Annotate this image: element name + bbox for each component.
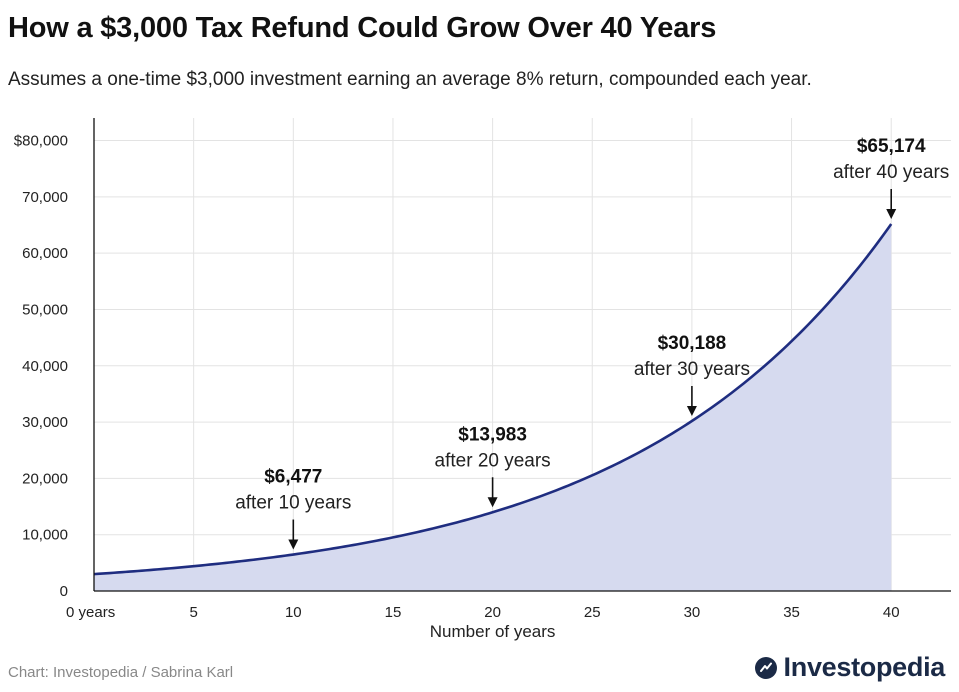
y-tick-label: 60,000 <box>22 245 68 262</box>
investopedia-logo-icon <box>754 656 777 679</box>
chart-subtitle: Assumes a one-time $3,000 investment ear… <box>8 69 812 90</box>
brand-name: Investopedia <box>783 652 946 682</box>
y-tick-label: 0 <box>60 583 68 600</box>
annotation-value: $6,477 <box>264 467 322 488</box>
y-tick-label: 30,000 <box>22 414 68 431</box>
x-tick-label: 15 <box>385 604 402 621</box>
annotation-label: after 10 years <box>235 493 351 514</box>
y-tick-label: 40,000 <box>22 358 68 375</box>
area-fill <box>94 224 892 591</box>
growth-line <box>93 223 893 576</box>
x-tick-label: 0 years <box>66 604 115 621</box>
brand-logo: Investopedia <box>754 652 945 683</box>
y-tick-label: $80,000 <box>14 133 68 150</box>
annotation-arrow-head <box>686 406 697 417</box>
annotation-value: $13,983 <box>458 424 527 445</box>
annotation-arrow-head <box>288 539 299 550</box>
x-tick-label: 40 <box>883 604 900 621</box>
x-tick-label: 20 <box>484 604 501 621</box>
y-tick-label: 10,000 <box>22 527 68 544</box>
x-tick-label: 35 <box>783 604 800 621</box>
chart-title: How a $3,000 Tax Refund Could Grow Over … <box>8 12 717 44</box>
y-tick-label: 20,000 <box>22 470 68 487</box>
x-tick-label: 5 <box>189 604 197 621</box>
annotation-arrow-head <box>886 209 897 220</box>
annotation-value: $30,188 <box>658 333 727 354</box>
chart-credit: Chart: Investopedia / Sabrina Karl <box>8 664 234 681</box>
y-tick-label: 50,000 <box>22 301 68 318</box>
y-tick-label: 70,000 <box>22 189 68 206</box>
x-tick-label: 10 <box>285 604 302 621</box>
x-axis-title: Number of years <box>430 622 556 641</box>
x-tick-label: 30 <box>684 604 701 621</box>
annotation-label: after 30 years <box>634 359 750 380</box>
growth-area-chart: 0 10,000 20,000 30,000 40,000 50,000 60,000 70,… <box>14 118 951 641</box>
annotation-label: after 20 years <box>435 450 551 471</box>
annotation-value: $65,174 <box>857 136 926 157</box>
annotation-label: after 40 years <box>833 162 949 183</box>
annotation-arrow-head <box>487 497 498 508</box>
x-tick-label: 25 <box>584 604 601 621</box>
